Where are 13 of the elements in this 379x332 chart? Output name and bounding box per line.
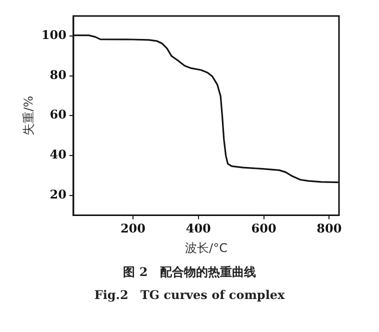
x-tick-label: 800 [316,222,342,236]
y-tick-label: 80 [50,68,66,82]
x-tick-label: 400 [186,222,211,236]
y-axis-title: 失重/% [21,96,36,136]
caption: Fig.2 TG curves of complex [93,287,286,304]
caption: 图 2 配合物的热重曲线 [122,264,257,281]
x-tick-label: 200 [120,222,146,236]
x-axis-title: 波长/°C [185,240,228,255]
x-tick-label: 600 [251,222,276,236]
y-tick-label: 20 [50,187,66,202]
y-tick-label: 40 [50,148,66,162]
y-tick-label: 100 [41,28,66,42]
y-tick-label: 60 [50,108,66,122]
